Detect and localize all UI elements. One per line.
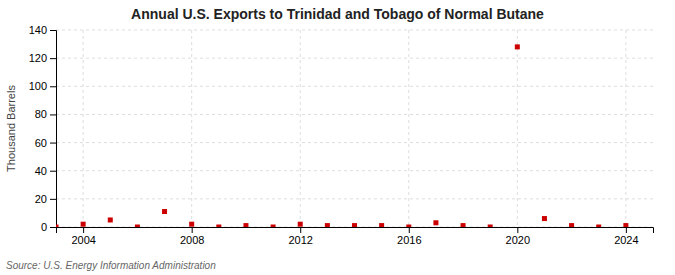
tick-mark: [50, 86, 56, 87]
grid-line: [56, 86, 653, 87]
point: [135, 225, 140, 228]
point: [515, 44, 520, 49]
tick-mark: [300, 227, 301, 233]
grid: [56, 30, 653, 227]
tick: 2004: [71, 227, 95, 246]
tick-label: 2024: [614, 234, 638, 246]
tick: 40: [35, 165, 56, 177]
tick-label: 2004: [71, 234, 95, 246]
tick-mark: [626, 227, 627, 233]
point: [216, 225, 221, 228]
tick-mark: [409, 227, 410, 233]
tick-mark: [192, 227, 193, 233]
tick-mark: [50, 114, 56, 115]
grid-line: [300, 30, 301, 227]
tick-label: 100: [29, 80, 47, 92]
point: [596, 225, 601, 228]
point: [542, 216, 547, 221]
point: [243, 223, 248, 227]
point: [56, 225, 59, 228]
tick-mark: [50, 58, 56, 59]
tick: 2012: [288, 227, 312, 246]
tick: 2020: [506, 227, 530, 246]
point: [433, 220, 438, 225]
point: [298, 222, 303, 227]
point: [569, 223, 574, 227]
tick: 2016: [397, 227, 421, 246]
grid-line: [83, 30, 84, 227]
point: [488, 225, 493, 228]
grid-line: [56, 30, 653, 31]
grid-line: [56, 170, 653, 171]
tick-label: 2020: [506, 234, 530, 246]
tick-label: 2016: [397, 234, 421, 246]
tick-label: 2012: [288, 234, 312, 246]
axis-line: [50, 31, 57, 228]
y-axis: 0 20 40 60 80 100 120 140: [29, 24, 57, 233]
tick-label: 80: [35, 108, 47, 120]
chart: 2004 2008 2012 2016 2020 2024 0 20 40 60 80 100 120 1…: [0, 0, 675, 275]
tick-mark: [517, 227, 518, 233]
grid-line: [56, 142, 653, 143]
tick-mark: [50, 143, 56, 144]
point: [461, 223, 466, 227]
grid-line: [408, 30, 409, 227]
tick: 60: [35, 137, 56, 149]
tick-label: 20: [35, 193, 47, 205]
title: Annual U.S. Exports to Trinidad and Toba…: [131, 6, 544, 22]
axis-line: [57, 228, 654, 234]
grid-line: [517, 30, 518, 227]
tick: 20: [35, 193, 56, 205]
tick: 2024: [614, 227, 638, 246]
grid-line: [625, 30, 626, 227]
points: [56, 44, 628, 227]
point: [379, 223, 384, 227]
tick-label: 40: [35, 165, 47, 177]
point: [271, 225, 276, 228]
tick: 80: [35, 108, 56, 120]
point: [108, 217, 113, 222]
tick: 0: [41, 221, 56, 233]
tick: 140: [29, 24, 56, 36]
grid-line: [191, 30, 192, 227]
tick-mark: [50, 199, 56, 200]
point: [623, 223, 628, 227]
tick: 100: [29, 80, 56, 92]
tick-mark: [50, 227, 56, 228]
point: [325, 223, 330, 227]
annotation: Source: U.S. Energy Information Administ…: [6, 260, 216, 271]
y-axis-label: Thousand Barrels: [5, 85, 17, 172]
point: [81, 222, 86, 227]
grid-line: [56, 58, 653, 59]
tick-mark: [83, 227, 84, 233]
grid-line: [56, 114, 653, 115]
tick-label: 0: [41, 221, 47, 233]
point: [406, 225, 411, 228]
tick: 2008: [180, 227, 204, 246]
tick-label: 140: [29, 24, 47, 36]
x-axis: 2004 2008 2012 2016 2020 2024: [57, 227, 654, 246]
plot-area: 2004 2008 2012 2016 2020 2024 0 20 40 60 80 100 120 1…: [29, 24, 654, 246]
tick-mark: [50, 171, 56, 172]
point: [352, 223, 357, 227]
tick: 120: [29, 52, 56, 64]
tick-label: 60: [35, 137, 47, 149]
point: [189, 222, 194, 227]
tick-mark: [50, 30, 56, 31]
point: [162, 209, 167, 214]
tick-label: 2008: [180, 234, 204, 246]
grid-line: [56, 198, 653, 199]
tick-label: 120: [29, 52, 47, 64]
